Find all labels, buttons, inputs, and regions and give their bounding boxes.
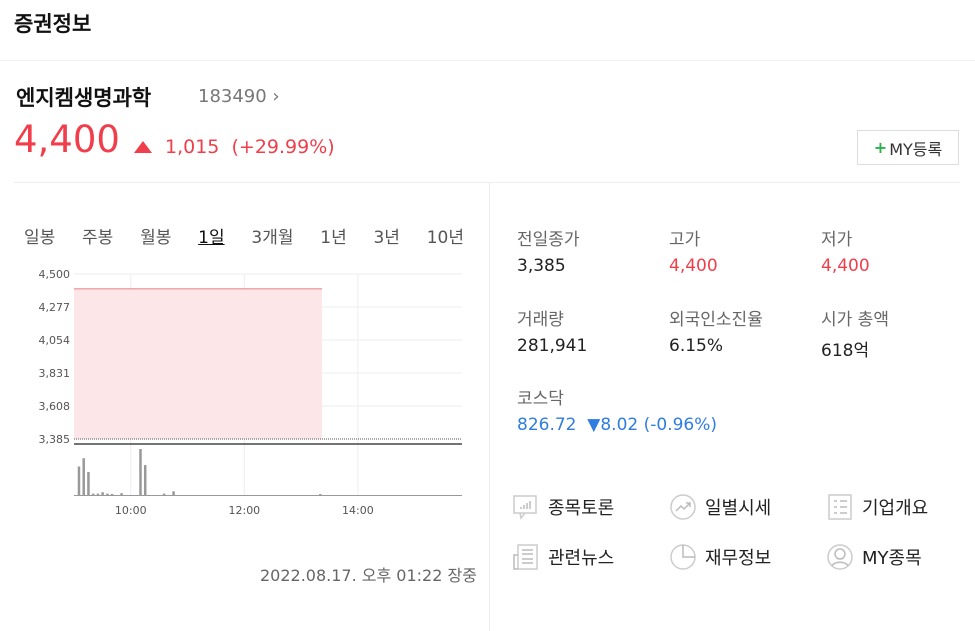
stat-value: 281,941: [517, 336, 588, 356]
timestamp: 2022.08.17. 오후 01:22 장중: [260, 566, 477, 585]
price-area: [74, 288, 322, 439]
stock-code-link[interactable]: 183490 ›: [198, 86, 280, 107]
volume-bar: [139, 449, 142, 495]
volume-bar: [77, 466, 81, 495]
tab-1[interactable]: 주봉: [82, 228, 114, 248]
link-list-doc[interactable]: 기업개요: [826, 493, 928, 521]
index-label: 코스닥: [517, 389, 564, 409]
link-label: 일별시세: [705, 498, 772, 519]
stat-value: 6.15%: [669, 336, 724, 356]
divider: [0, 60, 975, 61]
intraday-chart: 4,500 4,277 4,054 3,831 3,608 3,385 10:00 12:00…: [39, 268, 462, 517]
volume-bar: [143, 465, 147, 495]
tab-0[interactable]: 일봉: [24, 228, 56, 248]
kosdaq-index[interactable]: 코스닥 826.72 ▼8.02 (-0.96%): [517, 384, 717, 435]
stat-item: 외국인소진율 6.15%: [669, 305, 763, 356]
stat-item: 전일종가 3,385: [517, 225, 580, 276]
y-tick-label: 3,831: [39, 367, 71, 380]
divider: [489, 183, 490, 631]
link-newspaper[interactable]: 관련뉴스: [512, 543, 614, 571]
page-title: 증권정보: [14, 12, 92, 36]
link-label: MY종목: [862, 548, 922, 569]
volume-bar: [96, 493, 100, 495]
volume-bar: [87, 472, 90, 495]
stat-value: 618억: [821, 341, 870, 361]
trend-icon: [670, 494, 696, 520]
stat-label: 시가 총액: [821, 310, 889, 330]
price-change: 1,015 (+29.99%): [165, 136, 335, 158]
volume-bar: [91, 493, 95, 495]
stat-value: 4,400: [669, 256, 718, 276]
index-value: 826.72: [517, 415, 577, 435]
link-label: 관련뉴스: [548, 548, 615, 569]
volume-bar: [162, 493, 166, 495]
tab-7[interactable]: 10년: [426, 228, 464, 248]
list-doc-icon: [828, 494, 852, 520]
volume-bar: [110, 494, 114, 495]
stat-item: 거래량 281,941: [517, 305, 587, 356]
volume-bar: [101, 492, 104, 495]
link-user[interactable]: MY종목: [826, 543, 922, 571]
link-label: 종목토론: [548, 498, 615, 519]
x-tick-label: 12:00: [228, 504, 260, 517]
y-tick-label: 3,385: [39, 433, 71, 446]
stat-label: 거래량: [517, 310, 564, 330]
tab-4[interactable]: 3개월: [251, 228, 294, 248]
link-label: 기업개요: [862, 498, 929, 519]
stat-label: 고가: [669, 230, 701, 250]
volume-bar: [172, 491, 175, 495]
current-price: 4,400: [14, 118, 120, 161]
tab-3[interactable]: 1일: [198, 228, 225, 248]
stat-item: 저가 4,400: [821, 225, 870, 276]
tab-2[interactable]: 월봉: [140, 228, 172, 248]
stat-item: 고가 4,400: [669, 225, 718, 276]
stat-label: 저가: [821, 230, 853, 250]
chat-chart-icon: [513, 495, 537, 520]
link-chat-chart[interactable]: 종목토론: [512, 493, 614, 521]
x-tick-label: 10:00: [115, 504, 147, 517]
stat-value: 4,400: [821, 256, 870, 276]
y-tick-label: 4,054: [39, 334, 71, 347]
up-arrow-icon: [134, 141, 152, 153]
link-pie-chart[interactable]: 재무정보: [669, 543, 771, 571]
stat-value: 3,385: [517, 256, 566, 276]
plus-icon: +: [873, 138, 888, 157]
volume-bar: [319, 494, 322, 495]
y-tick-label: 4,500: [39, 268, 71, 281]
tab-5[interactable]: 1년: [320, 228, 347, 248]
x-tick-label: 14:00: [342, 504, 374, 517]
newspaper-icon: [513, 544, 538, 570]
stat-label: 외국인소진율: [669, 310, 763, 330]
volume-bar: [120, 493, 123, 495]
volume-bar: [82, 458, 85, 495]
stock-name[interactable]: 엔지켐생명과학: [16, 86, 152, 110]
change-amount: 1,015: [165, 136, 220, 158]
my-register-button[interactable]: + MY등록: [857, 130, 959, 165]
tab-6[interactable]: 3년: [373, 228, 400, 248]
stat-item: 시가 총액 618억: [821, 305, 889, 361]
y-tick-label: 4,277: [39, 301, 71, 314]
index-change: ▼8.02 (-0.96%): [587, 415, 718, 435]
link-label: 재무정보: [705, 548, 772, 569]
volume-bar: [106, 493, 109, 495]
divider: [14, 182, 960, 183]
y-tick-label: 3,608: [39, 400, 71, 413]
link-trend[interactable]: 일별시세: [669, 493, 771, 521]
user-icon: [827, 544, 853, 570]
pie-chart-icon: [670, 544, 696, 570]
period-tabs: 일봉 주봉 월봉 1일 3개월 1년 3년 10년: [14, 223, 474, 248]
change-percent: (+29.99%): [231, 136, 335, 158]
my-register-label: MY등록: [889, 139, 943, 159]
stat-label: 전일종가: [517, 230, 580, 250]
